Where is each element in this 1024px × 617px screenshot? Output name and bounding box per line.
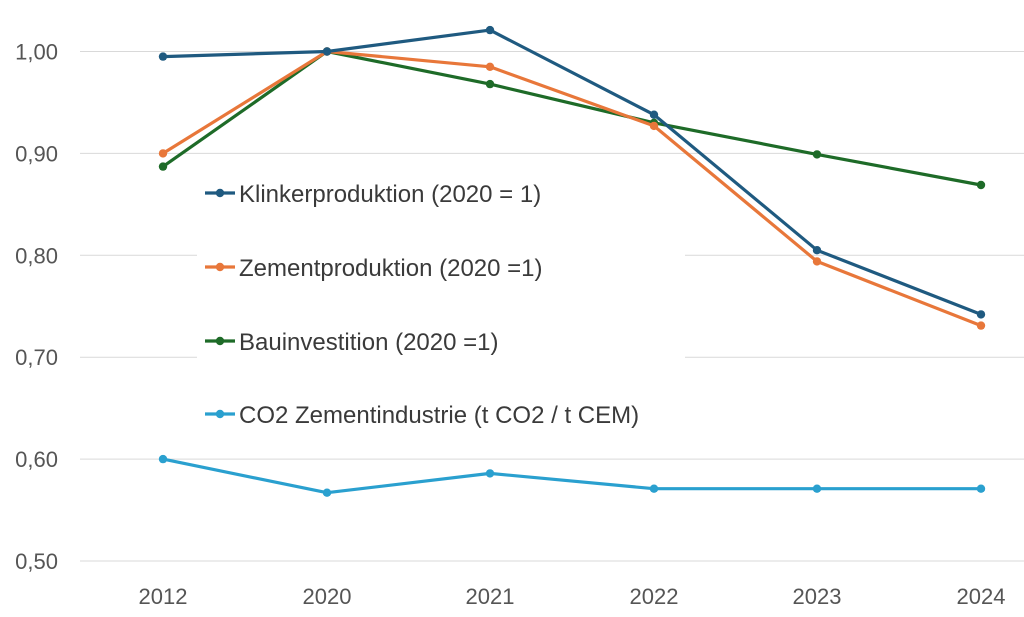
data-point: [158, 149, 168, 158]
series-line: [161, 49, 983, 328]
data-point: [485, 25, 495, 35]
series-4: [158, 454, 986, 497]
data-point: [812, 257, 822, 266]
data-point: [485, 62, 495, 71]
data-point: [812, 246, 822, 255]
legend-background: [197, 168, 685, 430]
data-point: [976, 310, 986, 319]
legend-label: Bauinvestition (2020 =1): [239, 329, 499, 356]
legend-label: CO2 Zementindustrie (t CO2 / t CEM): [239, 402, 639, 429]
legend-swatch-marker: [215, 262, 225, 272]
y-tick-label: 0,70: [15, 345, 58, 370]
data-point: [976, 321, 986, 330]
legend-label: Klinkerproduktion (2020 = 1): [239, 181, 541, 208]
y-axis-tick-labels: 0,50 0,60 0,70 0,80 0,90 1,00: [15, 40, 58, 575]
x-tick-label: 2024: [957, 584, 1006, 609]
y-tick-label: 0,50: [15, 549, 58, 574]
y-tick-label: 0,60: [15, 447, 58, 472]
data-point: [158, 52, 168, 61]
data-point: [322, 47, 332, 56]
x-tick-label: 2012: [139, 584, 188, 609]
data-point: [649, 121, 659, 131]
data-point: [812, 150, 822, 159]
series-3: [158, 47, 986, 190]
legend-entry: Zementproduktion (2020 =1): [205, 255, 543, 282]
x-tick-label: 2022: [630, 584, 679, 609]
data-point: [649, 484, 659, 493]
y-tick-label: 0,90: [15, 141, 58, 166]
legend-swatch-marker: [215, 409, 225, 419]
data-point: [485, 469, 495, 478]
y-tick-label: 0,80: [15, 243, 58, 268]
data-point: [649, 110, 659, 119]
x-tick-label: 2020: [303, 584, 352, 609]
series-line: [161, 28, 983, 316]
legend-swatch-marker: [215, 336, 225, 346]
data-point: [976, 484, 986, 493]
series-lines: [158, 25, 986, 497]
data-point: [322, 488, 332, 497]
legend-entry: Klinkerproduktion (2020 = 1): [205, 181, 541, 208]
x-tick-label: 2021: [466, 584, 515, 609]
series-line: [161, 49, 983, 187]
legend-swatch-marker: [215, 188, 225, 198]
legend-label: Zementproduktion (2020 =1): [239, 255, 543, 282]
data-point: [158, 454, 168, 464]
data-point: [158, 162, 168, 171]
legend-entry: CO2 Zementindustrie (t CO2 / t CEM): [205, 402, 639, 429]
legend: Klinkerproduktion (2020 = 1) Zementproduk…: [197, 168, 685, 430]
series-line: [161, 457, 983, 495]
data-point: [812, 484, 822, 493]
series-1: [158, 25, 986, 319]
x-tick-label: 2023: [793, 584, 842, 609]
legend-entry: Bauinvestition (2020 =1): [205, 329, 499, 356]
y-tick-label: 1,00: [15, 40, 58, 65]
data-point: [485, 79, 495, 89]
data-point: [976, 180, 986, 190]
x-axis-tick-labels: 2012 2020 2021 2022 2023 2024: [139, 584, 1006, 609]
